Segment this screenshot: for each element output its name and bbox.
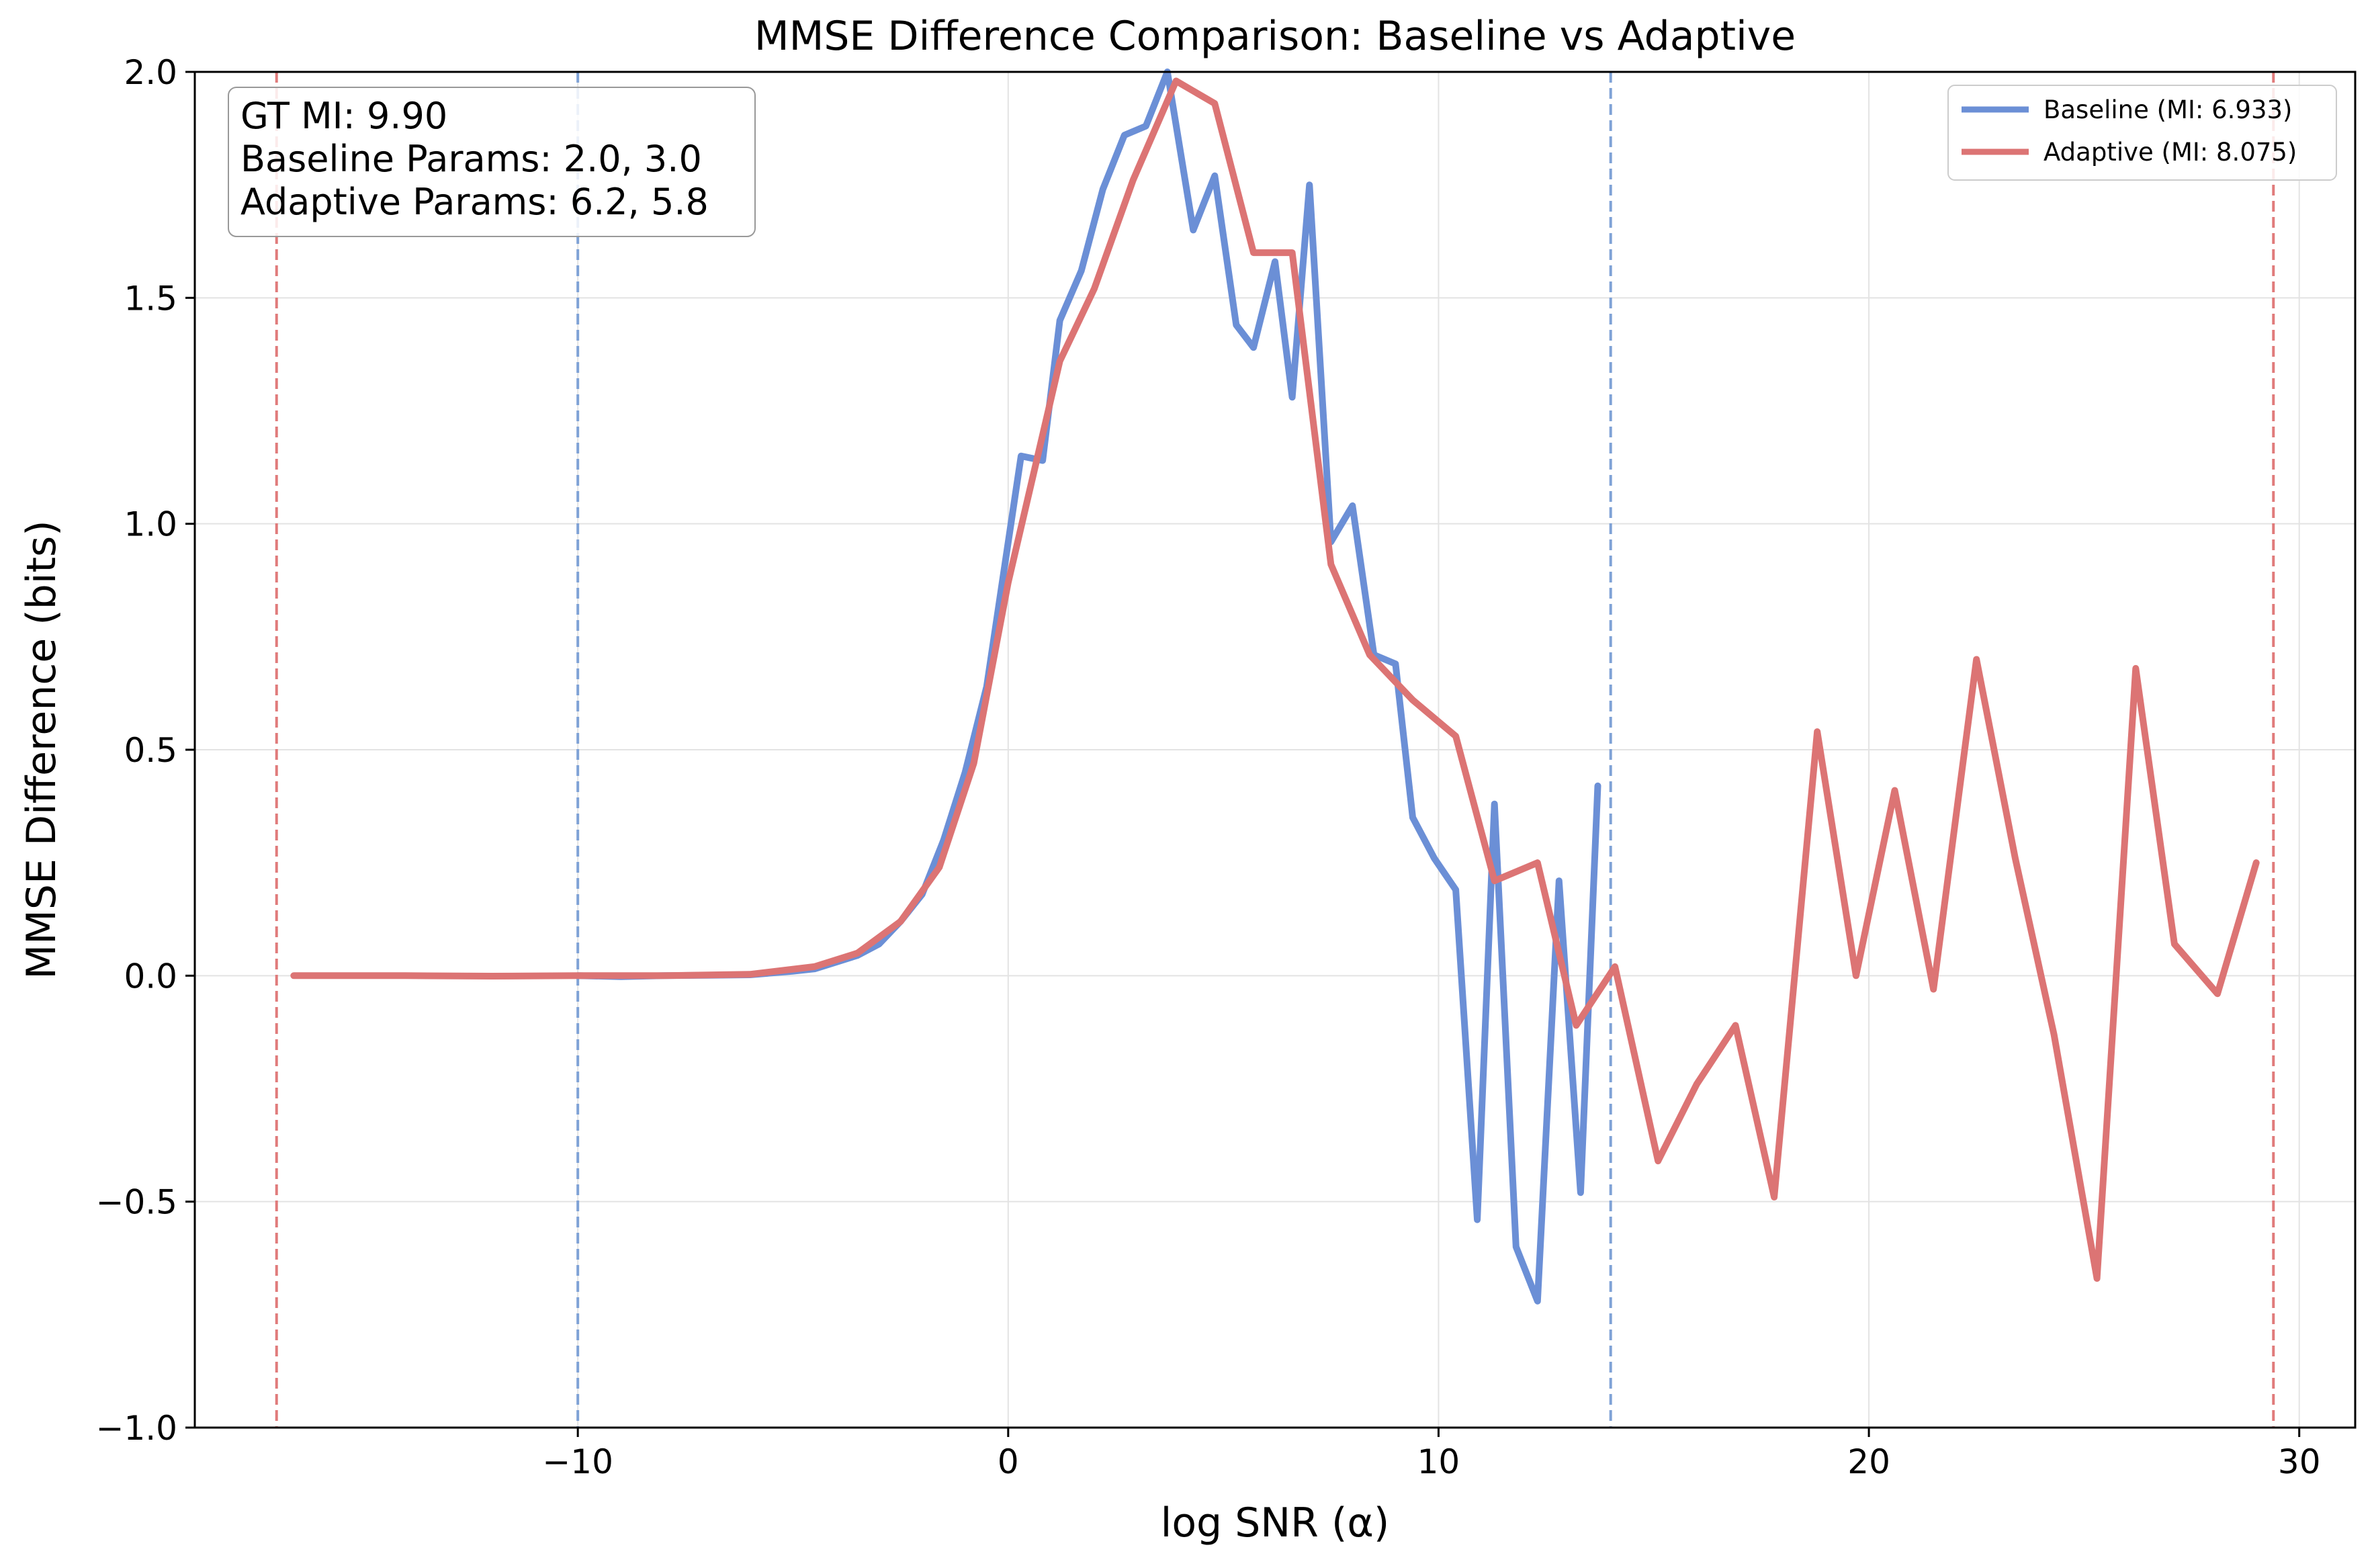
y-tick-label: −0.5: [96, 1183, 177, 1222]
legend-label-adaptive: Adaptive (MI: 8.075): [2043, 138, 2297, 167]
info-box-frame: [228, 87, 756, 237]
y-tick-label: 0.0: [124, 957, 177, 996]
chart-title: MMSE Difference Comparison: Baseline vs …: [754, 13, 1796, 60]
info-baseline-params: Baseline Params: 2.0, 3.0: [240, 138, 702, 180]
legend-frame: [1947, 85, 2337, 181]
y-tick-label: 0.5: [124, 731, 177, 770]
y-tick-label: 2.0: [124, 53, 177, 92]
reference-lines: [275, 72, 2275, 1428]
info-adaptive-params: Adaptive Params: 6.2, 5.8: [240, 181, 709, 223]
series-line-adaptive: [290, 77, 2260, 1282]
x-tick-label: 0: [998, 1442, 1019, 1481]
legend: Baseline (MI: 6.933) Adaptive (MI: 8.075…: [1947, 85, 2337, 181]
series: [290, 69, 2260, 1305]
x-tick-label: 20: [1847, 1442, 1890, 1481]
y-tick-label: 1.5: [124, 279, 177, 318]
ticks: −10 0 10 20 30 −1.0 −0.5 0.0 0.5 1.0 1.5 2.0: [96, 53, 2321, 1481]
y-tick-label: −1.0: [96, 1409, 177, 1448]
x-tick-label: −10: [542, 1442, 613, 1481]
x-tick-label: 30: [2278, 1442, 2321, 1481]
info-gt-mi: GT MI: 9.90: [240, 95, 447, 137]
y-axis-title: MMSE Difference (bits): [18, 520, 65, 979]
info-box: GT MI: 9.90 Baseline Params: 2.0, 3.0 Ad…: [228, 87, 756, 237]
y-tick-label: 1.0: [124, 505, 177, 544]
x-axis-title: log SNR (α): [1161, 1499, 1390, 1547]
legend-label-baseline: Baseline (MI: 6.933): [2043, 95, 2293, 124]
x-tick-label: 10: [1417, 1442, 1460, 1481]
